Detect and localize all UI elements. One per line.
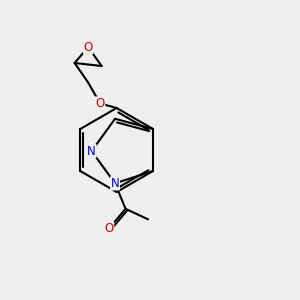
Text: O: O xyxy=(83,40,93,54)
Text: O: O xyxy=(95,97,105,110)
Text: N: N xyxy=(111,177,119,190)
Text: N: N xyxy=(87,145,96,158)
Text: O: O xyxy=(104,222,114,235)
